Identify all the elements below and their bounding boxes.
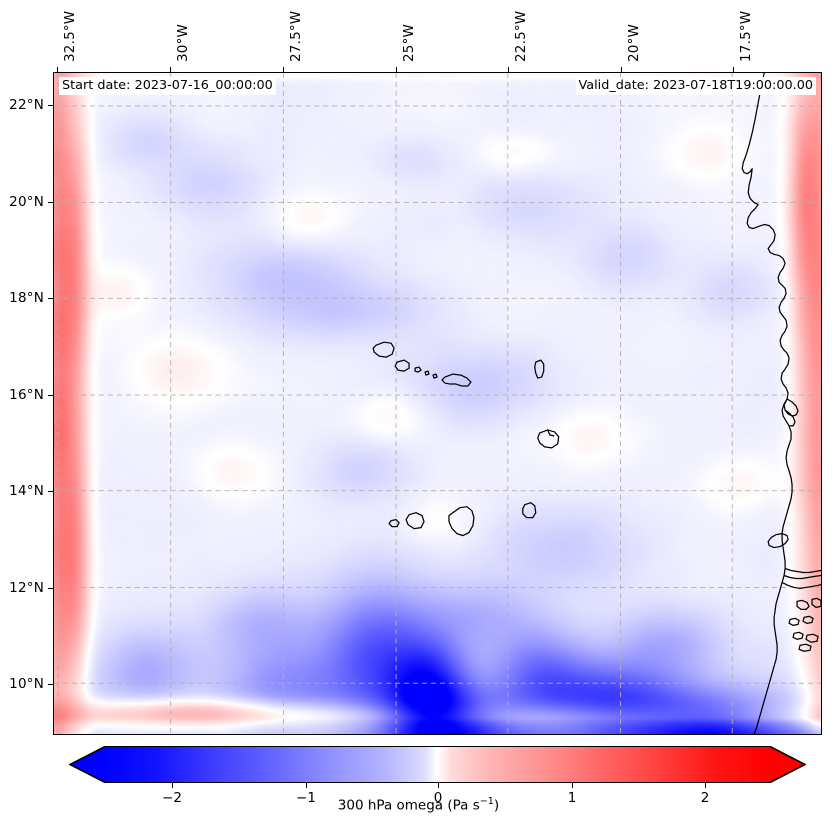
west-african-coastline	[741, 73, 793, 734]
lon-tickmark-6	[733, 67, 734, 72]
island-fogo	[405, 512, 425, 530]
valid-date-annotation: Valid_date: 2023-07-18T19:00:00.00	[575, 77, 816, 95]
colorbar-gradient	[105, 746, 770, 783]
lon-tickmark-0	[57, 67, 58, 72]
colorbar-label-tail: )	[493, 797, 500, 814]
island-brava	[388, 519, 400, 528]
lat-tickmark-5	[48, 588, 53, 589]
colorbar-ticklabel-0: −2	[162, 790, 182, 806]
islet-branco	[424, 370, 430, 376]
lat-tick-label-4: 14°N	[9, 483, 44, 499]
lon-tick-label-3: 25°W	[401, 23, 417, 62]
lon-tick-label-2: 27.5°W	[288, 10, 304, 62]
cap-vert-peninsula	[767, 532, 789, 549]
coastlines-layer	[372, 73, 821, 734]
lat-tickmark-0	[48, 105, 53, 106]
bijagos-island-7	[798, 643, 812, 652]
lon-tickmark-3	[396, 67, 397, 72]
lon-tickmark-1	[170, 67, 171, 72]
lon-tick-label-6: 17.5°W	[738, 10, 754, 62]
senegal-gambia-coast	[784, 567, 821, 574]
colorbar-extend-min-arrow	[70, 746, 105, 782]
colorbar-tickmark-3	[572, 783, 573, 788]
lat-tickmark-2	[48, 298, 53, 299]
island-maio	[522, 502, 537, 519]
lat-tick-label-3: 16°N	[9, 387, 44, 403]
island-santiago	[448, 506, 475, 537]
lon-tick-label-0: 32.5°W	[62, 10, 78, 62]
lat-tickmark-3	[48, 395, 53, 396]
colorbar-min-arrow-outline	[69, 746, 106, 783]
colorbar-tickmark-0	[172, 783, 173, 788]
lon-tickmark-2	[283, 67, 284, 72]
island-sao-nicolau	[441, 373, 472, 387]
casamance-coast	[781, 581, 821, 590]
colorbar-ticklabel-1: −1	[296, 790, 316, 806]
colorbar-tickmark-4	[705, 783, 706, 788]
lon-tickmark-5	[621, 67, 622, 72]
bijagos-island-3	[788, 617, 800, 626]
colorbar-max-arrow-outline	[769, 746, 806, 783]
lon-tick-label-4: 22.5°W	[513, 10, 529, 62]
bijagos-island-1	[796, 599, 810, 611]
lon-tickmark-4	[508, 67, 509, 72]
bijagos-island-4	[802, 615, 814, 624]
colorbar-tickmark-1	[306, 783, 307, 788]
island-santa-luzia	[414, 366, 422, 373]
islet-raso	[432, 373, 438, 379]
lon-tick-label-1: 30°W	[175, 23, 191, 62]
lat-tickmark-4	[48, 491, 53, 492]
lat-tickmark-1	[48, 202, 53, 203]
lon-tick-label-5: 20°W	[626, 23, 642, 62]
map-axes[interactable]: Start date: 2023-07-16_00:00:00 Valid_da…	[53, 72, 822, 735]
bijagos-island-6	[805, 633, 819, 643]
island-boa-vista	[537, 429, 560, 449]
baie-du-levrier	[784, 409, 796, 427]
colorbar-label-exponent: −1	[479, 796, 494, 807]
omega-field-heatmap	[54, 73, 821, 734]
island-santo-antao	[372, 341, 395, 358]
island-sal	[534, 359, 545, 379]
colorbar-label-main: 300 hPa omega (Pa s	[337, 797, 480, 814]
colorbar-extend-max-arrow	[770, 746, 805, 782]
island-boa-vista-notch	[547, 429, 555, 437]
start-date-annotation: Start date: 2023-07-16_00:00:00	[59, 77, 276, 95]
graticule-gridlines	[54, 73, 821, 734]
lat-tick-label-1: 20°N	[9, 194, 44, 210]
lat-tick-label-5: 12°N	[9, 580, 44, 596]
lat-tick-label-6: 10°N	[9, 676, 44, 692]
bijagos-island-2	[811, 597, 821, 609]
colorbar-ticklabel-2: 0	[433, 790, 443, 806]
lat-tick-label-0: 22°N	[9, 97, 44, 113]
lat-tickmark-6	[48, 684, 53, 685]
gambia-river	[783, 574, 821, 580]
colorbar-axis-label: 300 hPa omega (Pa s−1)	[0, 796, 837, 814]
cap-blanc-peninsula	[783, 398, 799, 417]
colorbar-ticklabel-4: 2	[700, 790, 710, 806]
island-sao-vicente	[394, 359, 410, 372]
colorbar[interactable]: −2 −1 0 1 2	[69, 746, 806, 806]
lat-tick-label-2: 18°N	[9, 290, 44, 306]
colorbar-tickmark-2	[438, 783, 439, 788]
bijagos-island-5	[792, 631, 804, 640]
colorbar-ticklabel-3: 1	[567, 790, 577, 806]
